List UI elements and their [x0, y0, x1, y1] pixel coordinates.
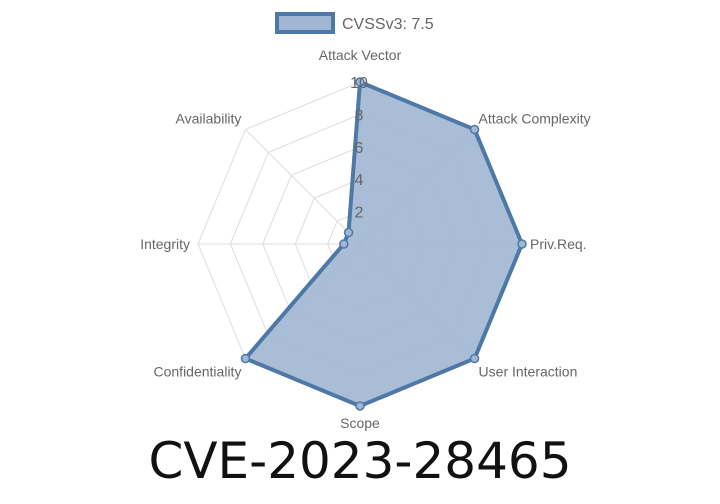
data-point [469, 353, 480, 364]
axis-label: Attack Complexity [479, 110, 591, 126]
axis-label: Availability [176, 110, 242, 126]
data-point [355, 77, 365, 87]
r-tick-label: 10 [350, 75, 368, 92]
axis-label: Priv.Req. [530, 236, 587, 252]
data-point [517, 239, 527, 249]
r-tick-label: 2 [355, 205, 364, 222]
axis-label: Attack Vector [319, 47, 402, 63]
r-tick-label: 4 [355, 172, 364, 189]
axis-label: Scope [340, 415, 380, 431]
legend-swatch [275, 12, 335, 34]
data-point [355, 401, 365, 411]
data-point [469, 124, 480, 135]
axis-label: User Interaction [479, 364, 578, 380]
grid-spoke [245, 129, 361, 245]
data-point [343, 227, 354, 238]
data-point [339, 239, 349, 249]
cve-title: CVE-2023-28465 [148, 432, 572, 490]
legend-label: CVSSv3: 7.5 [342, 16, 434, 33]
data-point [240, 353, 251, 364]
r-tick-label: 8 [355, 107, 364, 124]
axis-label: Integrity [140, 236, 190, 252]
r-tick-label: 6 [355, 140, 364, 157]
axis-label: Confidentiality [154, 364, 242, 380]
